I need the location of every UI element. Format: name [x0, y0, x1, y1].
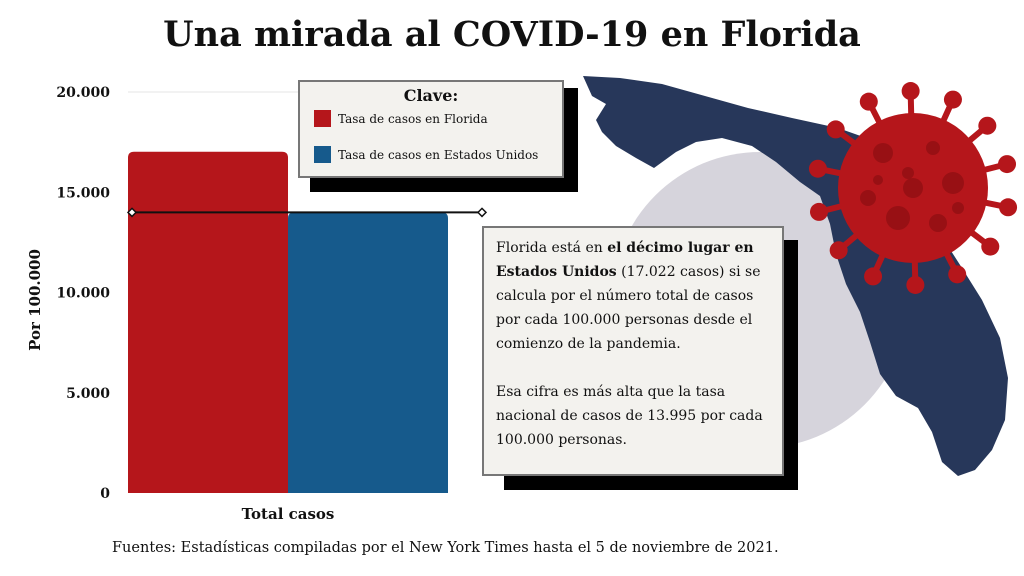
virus-spike-tip — [864, 267, 883, 286]
virus-spike-tip — [826, 120, 845, 139]
virus-spike-tip — [901, 82, 920, 101]
annotation-paragraph-1: Florida está en el décimo lugar en Estad… — [496, 236, 770, 356]
y-tick-label: 20.000 — [56, 85, 110, 101]
virus-spot — [929, 214, 947, 232]
y-tick-label: 10.000 — [56, 286, 110, 302]
legend: Clave: Tasa de casos en Florida Tasa de … — [298, 80, 564, 178]
virus-spike-tip — [809, 202, 828, 221]
virus-spot — [873, 175, 883, 185]
annotation-p1-bold: el décimo lugar en Estados Unidos — [496, 240, 754, 280]
annotation-box: Florida está en el décimo lugar en Estad… — [482, 226, 784, 476]
virus-spike-tip — [943, 90, 962, 109]
virus-spot — [926, 141, 940, 155]
annotation-p1-post: (17.022 casos) si se calcula por el núme… — [496, 264, 761, 352]
y-tick-label: 5.000 — [66, 386, 110, 402]
virus-spike-tip — [999, 198, 1018, 217]
legend-label-usa: Tasa de casos en Estados Unidos — [338, 147, 539, 162]
legend-label-florida: Tasa de casos en Florida — [338, 111, 488, 126]
x-category-label: Total casos — [242, 505, 335, 523]
reference-line-marker — [476, 207, 488, 218]
virus-spike-tip — [978, 116, 997, 135]
legend-swatch-florida — [314, 110, 331, 127]
bar-florida — [128, 151, 288, 493]
virus-spot — [903, 178, 923, 198]
virus-spike-tip — [981, 237, 1000, 256]
virus-spike-tip — [808, 159, 827, 178]
source-note: Fuentes: Estadísticas compiladas por el … — [112, 540, 779, 556]
virus-spot — [952, 202, 964, 214]
legend-item-florida: Tasa de casos en Florida — [314, 110, 488, 127]
virus-spot — [886, 206, 910, 230]
virus-spot — [902, 167, 914, 179]
virus-spike-tip — [829, 241, 848, 260]
y-tick-label: 0 — [100, 486, 110, 502]
virus-spike-tip — [948, 265, 967, 284]
virus-spike-tip — [998, 155, 1017, 174]
reference-line-marker — [126, 207, 138, 218]
legend-item-usa: Tasa de casos en Estados Unidos — [314, 146, 538, 163]
legend-swatch-usa — [314, 146, 331, 163]
bars — [128, 151, 448, 493]
annotation-p1-pre: Florida está en — [496, 240, 608, 256]
virus-spot — [873, 143, 893, 163]
virus-spike-tip — [906, 275, 925, 294]
virus-spot — [942, 172, 964, 194]
virus-spike-tip — [859, 92, 878, 111]
legend-title: Clave: — [403, 86, 459, 105]
y-axis: 0 5.000 10.000 15.000 20.000 — [56, 85, 298, 502]
reference-line-group — [126, 207, 488, 218]
virus-spot — [860, 190, 876, 206]
annotation-paragraph-2: Esa cifra es más alta que la tasa nacion… — [496, 384, 763, 448]
bar-usa — [288, 212, 448, 493]
y-tick-label: 15.000 — [56, 185, 110, 201]
virus-icon — [808, 82, 1018, 294]
chart-title: Una mirada al COVID-19 en Florida — [163, 14, 861, 55]
y-axis-label: Por 100.000 — [26, 249, 44, 351]
